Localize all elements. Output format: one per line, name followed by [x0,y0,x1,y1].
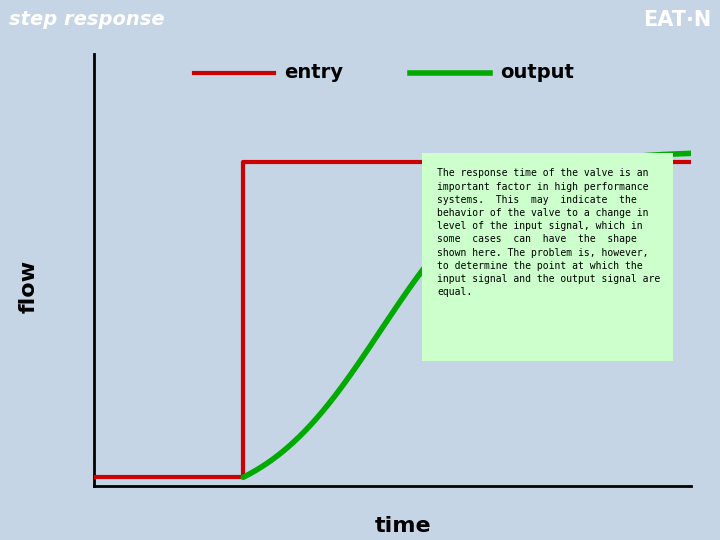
Text: output: output [500,63,575,83]
Text: time: time [375,516,431,537]
Text: flow: flow [19,260,39,313]
Text: The response time of the valve is an
important factor in high performance
system: The response time of the valve is an imp… [437,168,660,298]
Text: step response: step response [9,10,164,30]
Text: entry: entry [284,63,343,83]
Text: EAT·N: EAT·N [643,10,711,30]
FancyBboxPatch shape [422,153,673,361]
